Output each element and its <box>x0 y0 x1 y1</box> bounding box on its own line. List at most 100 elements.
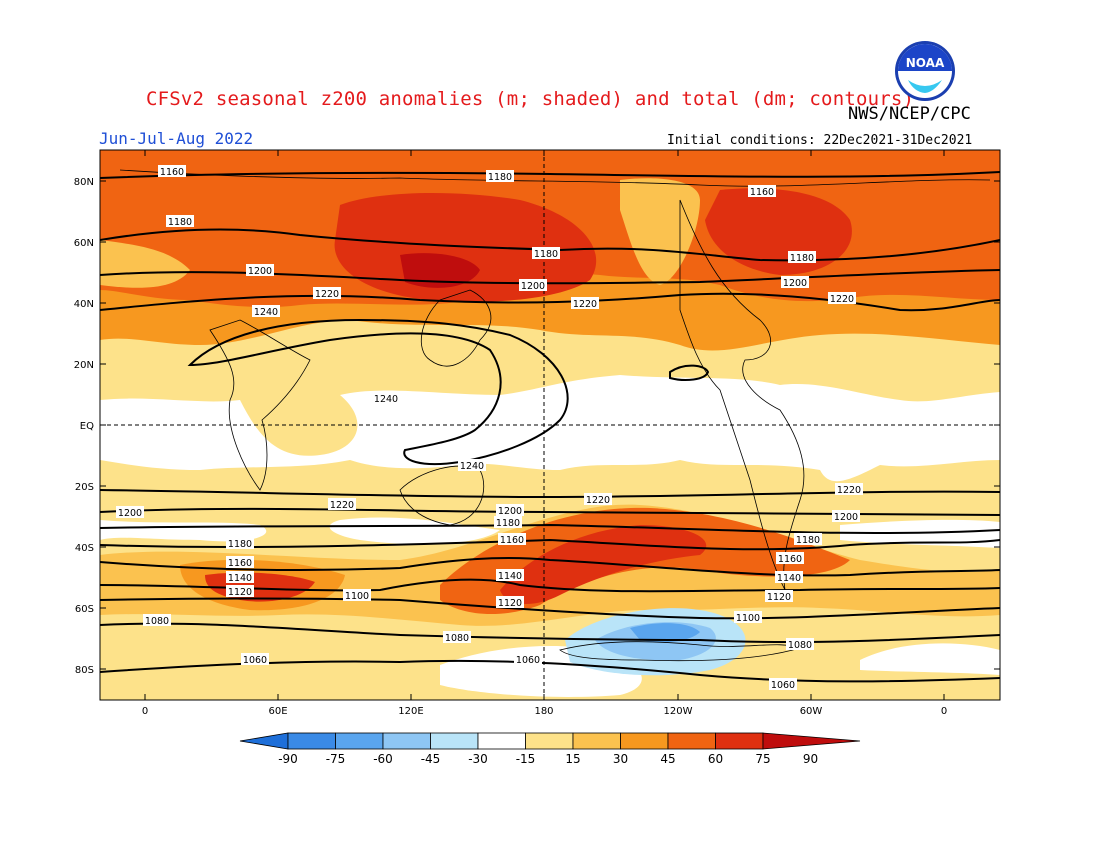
colorbar-boxes <box>239 732 861 750</box>
contour-label-text: 1200 <box>834 512 858 523</box>
contour-label-bg <box>835 483 863 495</box>
contour-1080-s <box>100 622 1000 644</box>
contour-label: 1060 <box>769 678 797 691</box>
lat-label: 40N <box>74 299 94 310</box>
contour-label: 1080 <box>443 631 471 644</box>
shade-sh-neutral-w <box>100 520 267 542</box>
coast-asia-e <box>421 289 492 367</box>
colorbar-box <box>477 732 526 750</box>
contour-label-bg <box>158 165 186 177</box>
contour-label-bg <box>832 510 860 522</box>
contour-label: 1220 <box>328 498 356 511</box>
contour-label-bg <box>584 493 612 505</box>
contour-label-text: 1160 <box>500 535 524 546</box>
lat-label: 60N <box>74 238 94 249</box>
forecast-period: Jun-Jul-Aug 2022 <box>99 129 254 148</box>
contour-label-text: 1200 <box>783 278 807 289</box>
lon-label: 0 <box>941 706 947 717</box>
contour-label-bg <box>343 589 371 601</box>
contour-label-text: 1080 <box>145 616 169 627</box>
coast-australia <box>399 465 485 526</box>
contour-label-bg <box>514 653 542 665</box>
contour-label-text: 1180 <box>228 539 252 550</box>
coast-africa <box>209 319 311 491</box>
contour-label-text: 1200 <box>521 281 545 292</box>
contour-label-text: 1160 <box>778 554 802 565</box>
shade-polar-neutral-b <box>860 643 1000 675</box>
contour-label-text: 1160 <box>228 558 252 569</box>
contour-label-bg <box>765 590 793 602</box>
colorbar-label: -60 <box>373 752 393 766</box>
contour-label: 1160 <box>158 165 186 178</box>
contour-label-bg <box>788 251 816 263</box>
axis-labels: 80N 60N 40N 20N EQ 20S 40S 60S 80S 0 60E 120E 180 120… <box>74 177 947 717</box>
contour-label-text: 1240 <box>254 307 278 318</box>
contour-label-bg <box>246 264 274 276</box>
contour-label: 1140 <box>226 571 254 584</box>
contour-label: 1100 <box>734 611 762 624</box>
contour-label: 1080 <box>143 614 171 627</box>
colorbar-label: 60 <box>708 752 723 766</box>
colorbar-arrow-left <box>239 732 289 750</box>
lon-label: 0 <box>142 706 148 717</box>
colorbar-box <box>667 732 716 750</box>
contour-1240-loop <box>187 318 569 466</box>
colorbar-label: -30 <box>468 752 488 766</box>
colorbar-label: 45 <box>660 752 675 766</box>
contour-label-bg <box>166 215 194 227</box>
contour-label: 1180 <box>486 170 514 183</box>
initial-conditions: Initial conditions: 22Dec2021-31Dec2021 <box>667 133 973 148</box>
contour-label-text: 1080 <box>445 633 469 644</box>
colorbar-box <box>382 732 431 750</box>
contour-label-text: 1060 <box>243 655 267 666</box>
contour-label: 1160 <box>748 185 776 198</box>
colorbar-box <box>430 732 479 750</box>
lon-label: 180 <box>534 706 553 717</box>
contour-label: 1160 <box>226 556 254 569</box>
logo-text: NOAA <box>906 56 945 70</box>
contour-label: 1180 <box>166 215 194 228</box>
contour-label: 1060 <box>514 653 542 666</box>
contour-label-text: 1140 <box>228 573 252 584</box>
contour-label: 1060 <box>241 653 269 666</box>
contour-label: 1200 <box>519 279 547 292</box>
contour-label-text: 1120 <box>767 592 791 603</box>
contour-label-text: 1120 <box>498 598 522 609</box>
contour-label-text: 1220 <box>830 294 854 305</box>
colorbar-label: 30 <box>613 752 628 766</box>
lat-label: 80S <box>75 665 94 676</box>
contour-label-bg <box>794 533 822 545</box>
lon-label: 60E <box>268 706 287 717</box>
contour-label-text: 1180 <box>168 217 192 228</box>
colorbar-box <box>525 732 574 750</box>
contour-label: 1200 <box>116 506 144 519</box>
contour-label-text: 1200 <box>118 508 142 519</box>
contour-label-text: 1220 <box>586 495 610 506</box>
colorbar-labels: -90 -75 -60 -45 -30 -15 15 30 45 60 75 90 <box>278 752 818 766</box>
contour-label-text: 1220 <box>330 500 354 511</box>
shade-nh-90 <box>400 253 480 288</box>
agency-label: NWS/NCEP/CPC <box>848 104 971 124</box>
contour-label-bg <box>372 392 400 404</box>
contour-label: 1220 <box>313 287 341 300</box>
contour-label-bg <box>328 498 356 510</box>
contour-label-text: 1240 <box>374 394 398 405</box>
contour-label-bg <box>519 279 547 291</box>
shaded-anomalies <box>100 150 1000 700</box>
contour-label: 1100 <box>343 589 371 602</box>
shade-neg-60 <box>630 623 700 643</box>
contour-label: 1140 <box>775 571 803 584</box>
contour-label: 1180 <box>788 251 816 264</box>
contour-label-bg <box>241 653 269 665</box>
contour-label-text: 1060 <box>516 655 540 666</box>
contour-label-bg <box>443 631 471 643</box>
contour-label-text: 1220 <box>315 289 339 300</box>
contour-label-text: 1180 <box>796 535 820 546</box>
contour-label-bg <box>313 287 341 299</box>
contour-1140-s <box>100 557 1000 577</box>
shade-sh-75-pac <box>500 525 707 605</box>
contour-label-text: 1220 <box>573 299 597 310</box>
lat-label: 20N <box>74 360 94 371</box>
shade-sh-neutral-c <box>329 517 500 545</box>
